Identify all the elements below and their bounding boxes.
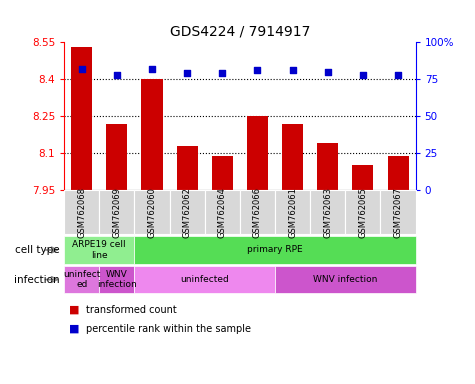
Bar xyxy=(177,146,198,190)
Point xyxy=(254,67,261,73)
Bar xyxy=(388,156,408,190)
Text: cell type: cell type xyxy=(15,245,59,255)
Text: WNV
infection: WNV infection xyxy=(97,270,137,289)
Point xyxy=(183,70,191,76)
Text: GSM762062: GSM762062 xyxy=(183,187,191,238)
Text: ■: ■ xyxy=(69,324,79,334)
Bar xyxy=(247,116,268,190)
Text: percentile rank within the sample: percentile rank within the sample xyxy=(86,324,250,334)
Text: infection: infection xyxy=(14,275,59,285)
Text: GSM762061: GSM762061 xyxy=(288,187,297,238)
Title: GDS4224 / 7914917: GDS4224 / 7914917 xyxy=(170,24,310,38)
Bar xyxy=(142,79,162,190)
Point xyxy=(324,69,332,75)
Text: ARPE19 cell
line: ARPE19 cell line xyxy=(73,240,126,260)
Point xyxy=(359,72,367,78)
Bar xyxy=(352,166,373,190)
Text: GSM762060: GSM762060 xyxy=(148,187,156,238)
Text: GSM762065: GSM762065 xyxy=(359,187,367,238)
Text: WNV infection: WNV infection xyxy=(313,275,378,284)
Bar xyxy=(282,124,303,190)
Point xyxy=(289,67,296,73)
Point xyxy=(218,70,226,76)
Bar xyxy=(71,47,92,190)
Bar xyxy=(212,156,233,190)
Text: uninfected: uninfected xyxy=(180,275,229,284)
Point xyxy=(148,66,156,72)
Point xyxy=(78,66,86,72)
Text: GSM762066: GSM762066 xyxy=(253,187,262,238)
Text: GSM762068: GSM762068 xyxy=(77,187,86,238)
Bar xyxy=(106,124,127,190)
Point xyxy=(394,72,402,78)
Bar xyxy=(317,143,338,190)
Text: ■: ■ xyxy=(69,305,79,315)
Text: primary RPE: primary RPE xyxy=(247,245,303,255)
Text: GSM762069: GSM762069 xyxy=(113,187,121,238)
Text: uninfect
ed: uninfect ed xyxy=(63,270,100,289)
Text: GSM762067: GSM762067 xyxy=(394,187,402,238)
Text: transformed count: transformed count xyxy=(86,305,176,315)
Point xyxy=(113,72,121,78)
Text: GSM762064: GSM762064 xyxy=(218,187,227,238)
Text: GSM762063: GSM762063 xyxy=(323,187,332,238)
